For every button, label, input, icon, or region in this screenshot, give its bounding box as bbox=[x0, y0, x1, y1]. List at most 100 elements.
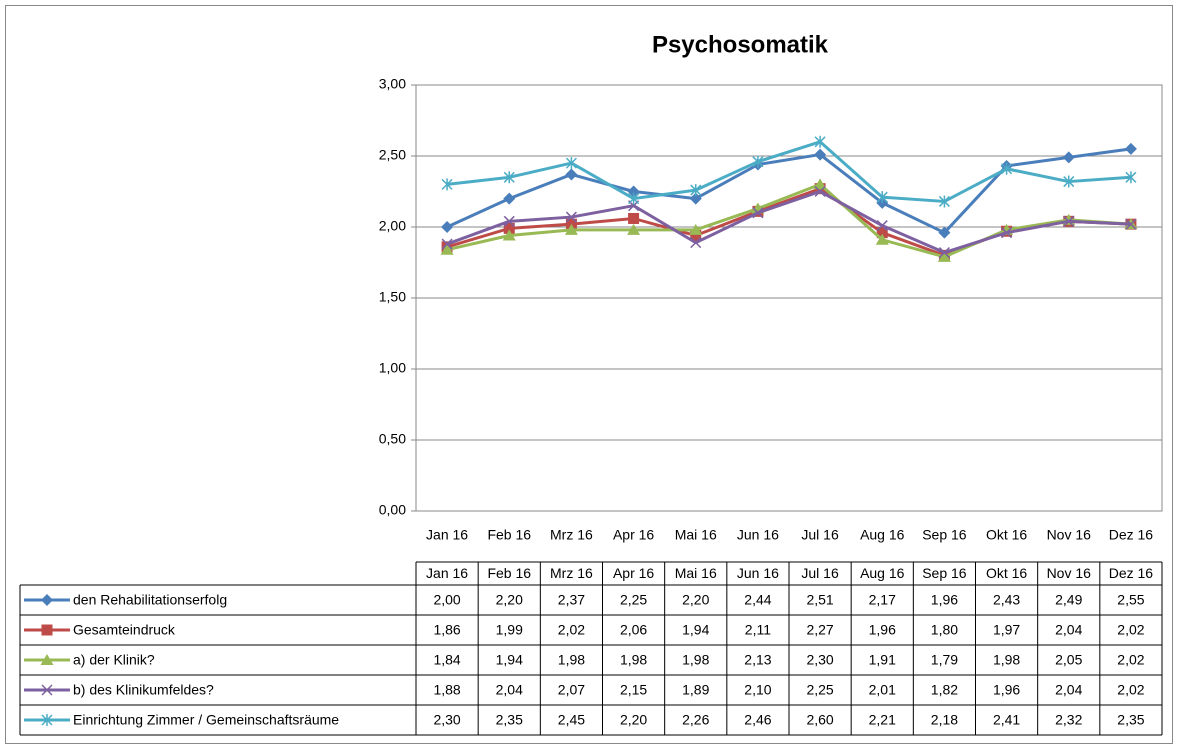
y-tick-label: 3,00 bbox=[379, 76, 406, 92]
marker bbox=[938, 247, 950, 259]
table-cell: 2,05 bbox=[1055, 652, 1082, 668]
marker bbox=[1062, 151, 1075, 164]
marker bbox=[441, 178, 453, 191]
table-cell: 2,17 bbox=[869, 592, 896, 608]
table-cell: 1,80 bbox=[931, 622, 958, 638]
table-cell: 2,20 bbox=[496, 592, 523, 608]
table-cell: 2,55 bbox=[1117, 592, 1144, 608]
marker bbox=[876, 220, 888, 232]
table-cell: 2,04 bbox=[1055, 622, 1082, 638]
table-cell: 1,88 bbox=[433, 682, 460, 698]
marker bbox=[503, 222, 515, 234]
table-cell: 1,98 bbox=[620, 652, 647, 668]
table-cell: 2,20 bbox=[682, 592, 709, 608]
legend-label: Gesamteindruck bbox=[73, 622, 176, 638]
table-cell: 1,96 bbox=[993, 682, 1020, 698]
marker bbox=[565, 157, 577, 170]
table-cell: 2,11 bbox=[745, 622, 771, 638]
series-line bbox=[446, 190, 1131, 255]
series-line bbox=[446, 140, 1132, 203]
table-cell: 2,26 bbox=[682, 712, 709, 728]
marker bbox=[1063, 215, 1075, 227]
marker bbox=[565, 168, 578, 181]
table-cell: 1,94 bbox=[496, 652, 523, 668]
marker bbox=[627, 223, 641, 235]
table-cell: 1,99 bbox=[496, 622, 523, 638]
legend-label: Einrichtung Zimmer / Gemeinschaftsräume bbox=[73, 712, 339, 728]
marker bbox=[875, 233, 889, 245]
marker bbox=[938, 195, 950, 208]
marker bbox=[690, 184, 702, 197]
y-tick-label: 0,50 bbox=[379, 431, 406, 447]
marker bbox=[628, 212, 640, 224]
table-cell: 2,30 bbox=[806, 652, 833, 668]
legend-label: a) der Klinik? bbox=[73, 652, 155, 668]
marker bbox=[627, 185, 640, 198]
marker bbox=[876, 227, 888, 239]
y-tick-label: 2,50 bbox=[379, 147, 406, 163]
marker bbox=[752, 155, 764, 168]
marker bbox=[1001, 162, 1013, 175]
table-header: Mrz 16 bbox=[550, 565, 593, 581]
table-cell: 1,98 bbox=[993, 652, 1020, 668]
table-cell: 2,35 bbox=[496, 712, 523, 728]
marker bbox=[441, 238, 453, 250]
marker bbox=[502, 229, 516, 241]
marker bbox=[689, 192, 702, 205]
marker bbox=[937, 250, 951, 262]
marker bbox=[628, 192, 640, 205]
table-cell: 2,10 bbox=[744, 682, 771, 698]
y-tick-label: 0,00 bbox=[379, 502, 406, 518]
table-cell: 2,43 bbox=[993, 592, 1020, 608]
table-cell: 2,30 bbox=[433, 712, 460, 728]
legend-marker bbox=[41, 684, 53, 696]
marker bbox=[938, 226, 951, 239]
x-tick-label: Mai 16 bbox=[675, 527, 717, 543]
table-header: Sep 16 bbox=[922, 565, 967, 581]
table-cell: 1,82 bbox=[931, 682, 958, 698]
marker bbox=[1001, 227, 1013, 239]
table-cell: 1,97 bbox=[993, 622, 1020, 638]
table-cell: 2,00 bbox=[433, 592, 460, 608]
y-tick-label: 1,00 bbox=[379, 360, 406, 376]
y-tick-label: 1,50 bbox=[379, 289, 406, 305]
marker bbox=[814, 185, 826, 198]
table-cell: 2,32 bbox=[1055, 712, 1082, 728]
marker bbox=[441, 221, 454, 233]
marker bbox=[690, 230, 702, 242]
marker bbox=[1063, 175, 1075, 188]
x-tick-label: Sep 16 bbox=[922, 527, 967, 543]
table-cell: 1,91 bbox=[869, 652, 896, 668]
legend-marker bbox=[41, 624, 53, 636]
x-tick-label: Apr 16 bbox=[613, 527, 654, 543]
table-cell: 1,86 bbox=[433, 622, 460, 638]
marker bbox=[813, 178, 827, 190]
table-cell: 2,41 bbox=[993, 712, 1020, 728]
table-cell: 1,98 bbox=[682, 652, 709, 668]
table-cell: 2,51 bbox=[806, 592, 833, 608]
marker bbox=[1125, 218, 1137, 230]
series-line bbox=[446, 182, 1132, 259]
table-header: Aug 16 bbox=[860, 565, 905, 581]
table-header: Nov 16 bbox=[1047, 565, 1092, 581]
marker bbox=[565, 211, 577, 223]
legend-label: b) des Klinikumfeldes? bbox=[73, 682, 214, 698]
table-cell: 2,15 bbox=[620, 682, 647, 698]
marker bbox=[814, 148, 827, 161]
y-tick-label: 2,00 bbox=[379, 218, 406, 234]
chart-border bbox=[5, 5, 1173, 744]
table-cell: 2,49 bbox=[1055, 592, 1082, 608]
table-cell: 1,94 bbox=[682, 622, 709, 638]
marker bbox=[564, 223, 578, 235]
table-cell: 2,18 bbox=[931, 712, 958, 728]
table-cell: 2,44 bbox=[744, 592, 771, 608]
marker bbox=[503, 171, 515, 184]
table-header: Okt 16 bbox=[986, 565, 1027, 581]
x-tick-label: Dez 16 bbox=[1109, 527, 1154, 543]
table-header: Dez 16 bbox=[1109, 565, 1154, 581]
table-cell: 1,84 bbox=[433, 652, 460, 668]
series-line bbox=[446, 147, 1132, 235]
table-cell: 2,06 bbox=[620, 622, 647, 638]
table-cell: 1,96 bbox=[869, 622, 896, 638]
